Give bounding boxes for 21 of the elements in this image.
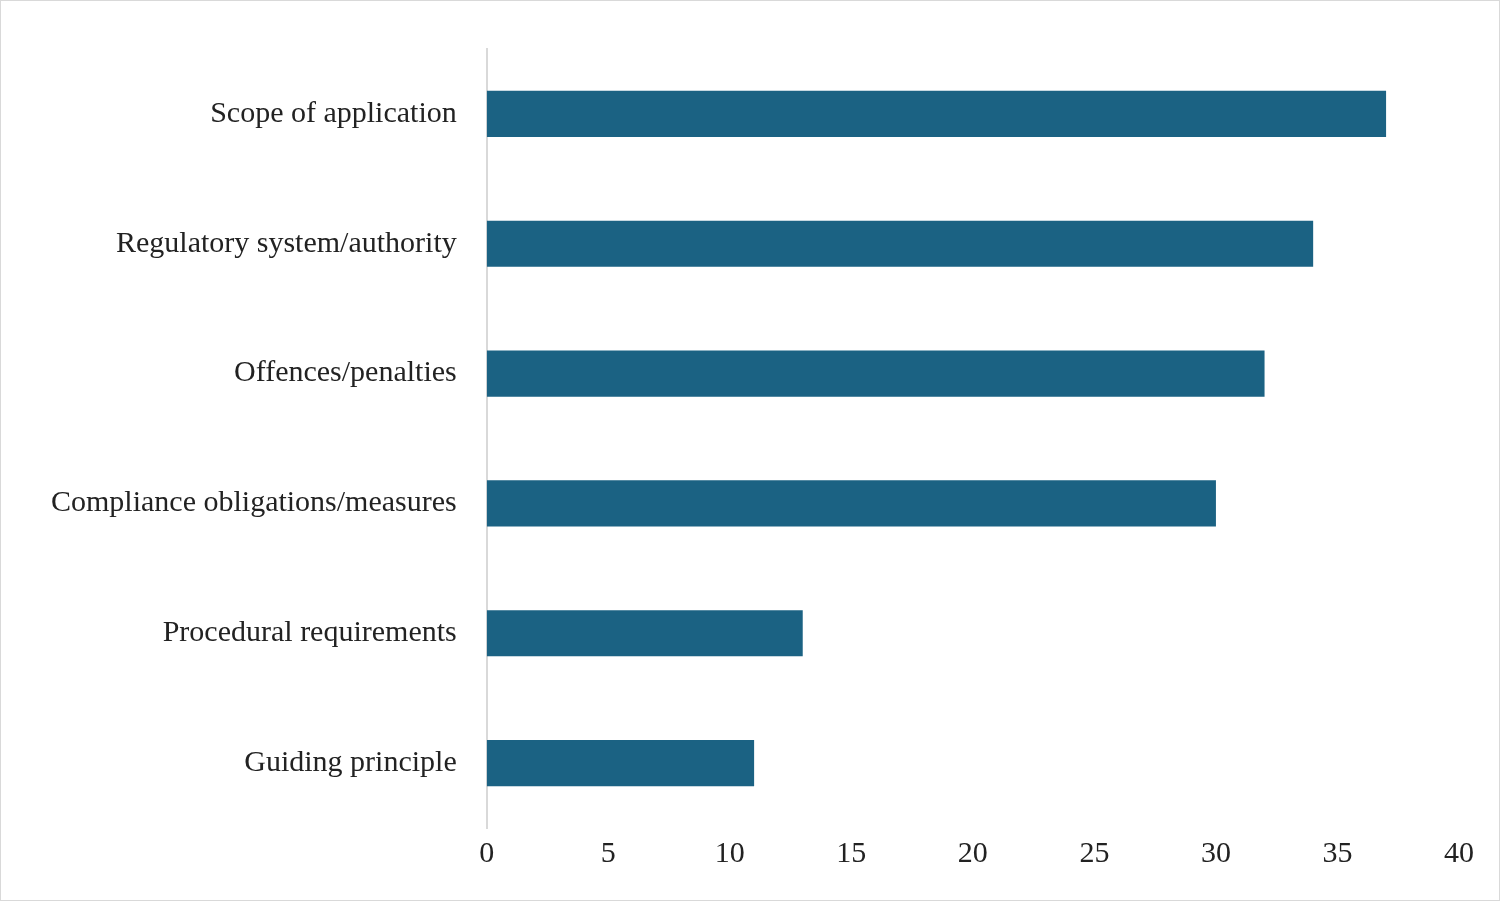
x-tick-label: 30	[1200, 834, 1231, 868]
bar	[486, 480, 1216, 527]
x-tick-label: 0	[479, 834, 495, 868]
y-tick-label: Compliance obligations/measures	[51, 484, 457, 518]
bar	[486, 220, 1314, 267]
x-tick-label: 40	[1444, 834, 1474, 868]
x-tick-label: 35	[1322, 834, 1353, 868]
x-tick-label: 20	[957, 834, 988, 868]
y-tick-label: Procedural requirements	[162, 614, 457, 648]
x-tick-label: 10	[714, 834, 745, 868]
y-tick-label: Regulatory system/authority	[115, 224, 457, 258]
y-tick-label: Guiding principle	[244, 743, 457, 777]
x-tick-label: 25	[1079, 834, 1110, 868]
y-tick-label: Scope of application	[210, 94, 457, 128]
bar	[486, 90, 1387, 137]
x-tick-label: 5	[600, 834, 616, 868]
y-tick-label: Offences/penalties	[234, 354, 457, 388]
x-tick-label: 15	[836, 834, 867, 868]
bar	[486, 350, 1265, 397]
bar	[486, 740, 755, 787]
bar	[486, 610, 803, 657]
